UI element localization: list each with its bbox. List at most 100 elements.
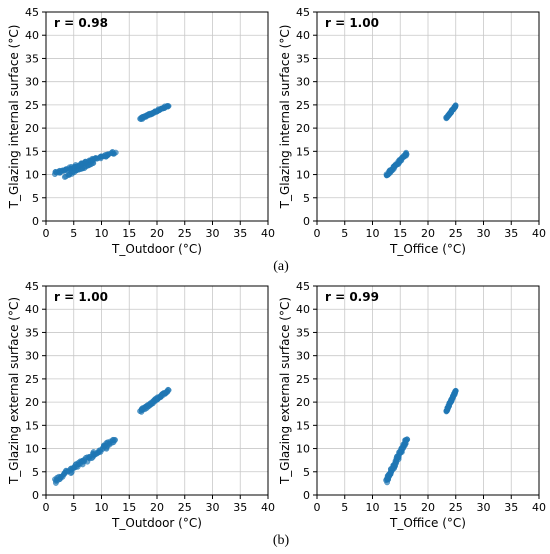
x-tick-label: 0 <box>314 227 321 240</box>
x-tick-label: 20 <box>150 227 164 240</box>
x-tick-label: 5 <box>341 227 348 240</box>
y-tick-label: 30 <box>25 350 39 363</box>
chart-panel-3: 0 5 10 15 20 25 30 35 40 0 5 10 15 20 25 30 35 40 45 T_Outd… <box>7 280 275 530</box>
x-tick-label: 10 <box>95 501 109 514</box>
y-tick-label: 10 <box>25 443 39 456</box>
x-tick-label: 15 <box>122 501 136 514</box>
y-tick-label: 0 <box>32 489 39 502</box>
data-point <box>90 160 97 166</box>
y-tick-label: 0 <box>303 215 310 228</box>
x-tick-label: 25 <box>449 501 463 514</box>
x-tick-label: 30 <box>206 227 220 240</box>
y-tick-label: 15 <box>296 419 310 432</box>
chart-panel-1: 0 5 10 15 20 25 30 35 40 0 5 10 15 20 25 30 35 40 45 T_Outd… <box>7 6 275 256</box>
x-axis-label: T_Outdoor (°C) <box>111 242 202 256</box>
y-tick-label: 45 <box>25 6 39 19</box>
y-axis-label: T_Glazing internal surface (°C) <box>7 25 21 210</box>
x-tick-label: 0 <box>43 227 50 240</box>
x-tick-label: 40 <box>261 501 275 514</box>
x-tick-label: 40 <box>532 501 546 514</box>
y-tick-label: 40 <box>296 303 310 316</box>
x-tick-label: 10 <box>366 501 380 514</box>
x-tick-label: 0 <box>314 501 321 514</box>
y-tick-label: 30 <box>296 350 310 363</box>
caption-a: (a) <box>273 259 289 274</box>
x-tick-label: 10 <box>366 227 380 240</box>
y-tick-label: 5 <box>303 192 310 205</box>
x-tick-label: 15 <box>393 501 407 514</box>
chart-panel-4: 0 5 10 15 20 25 30 35 40 0 5 10 15 20 25 30 35 40 45 T_Offi… <box>278 280 546 530</box>
x-tick-label: 20 <box>150 501 164 514</box>
data-point <box>165 103 172 109</box>
data-point <box>452 388 459 394</box>
data-point <box>403 151 410 158</box>
y-tick-label: 45 <box>25 280 39 293</box>
chart-panel-2: 0 5 10 15 20 25 30 35 40 0 5 10 15 20 25 30 35 40 45 T_Offi… <box>278 6 546 256</box>
y-tick-label: 25 <box>25 99 39 112</box>
data-point <box>165 387 172 393</box>
y-tick-label: 45 <box>296 280 310 293</box>
x-tick-label: 35 <box>504 501 518 514</box>
x-tick-label: 40 <box>532 227 546 240</box>
y-tick-label: 25 <box>25 373 39 386</box>
x-tick-label: 5 <box>70 501 77 514</box>
y-tick-label: 30 <box>296 76 310 89</box>
data-point <box>452 102 459 109</box>
x-tick-label: 20 <box>421 501 435 514</box>
x-tick-label: 15 <box>393 227 407 240</box>
y-tick-label: 40 <box>25 303 39 316</box>
y-tick-label: 10 <box>25 169 39 182</box>
data-point <box>112 149 119 156</box>
y-tick-label: 20 <box>25 122 39 135</box>
y-tick-label: 15 <box>25 419 39 432</box>
y-tick-label: 15 <box>296 145 310 158</box>
x-axis-label: T_Outdoor (°C) <box>111 516 202 530</box>
y-tick-label: 30 <box>25 76 39 89</box>
y-tick-label: 40 <box>296 29 310 42</box>
x-tick-label: 35 <box>233 501 247 514</box>
y-tick-label: 40 <box>25 29 39 42</box>
y-tick-label: 25 <box>296 373 310 386</box>
y-tick-label: 45 <box>296 6 310 19</box>
x-tick-label: 0 <box>43 501 50 514</box>
data-point <box>111 437 118 444</box>
correlation-annotation: r = 1.00 <box>54 290 108 304</box>
y-tick-label: 10 <box>296 169 310 182</box>
y-tick-label: 20 <box>296 396 310 409</box>
x-tick-label: 5 <box>70 227 77 240</box>
y-tick-label: 35 <box>25 52 39 65</box>
y-tick-label: 10 <box>296 443 310 456</box>
y-axis-label: T_Glazing internal surface (°C) <box>278 25 292 210</box>
y-tick-label: 0 <box>303 489 310 502</box>
x-tick-label: 30 <box>477 227 491 240</box>
y-tick-label: 0 <box>32 215 39 228</box>
x-tick-label: 30 <box>206 501 220 514</box>
x-tick-label: 20 <box>421 227 435 240</box>
y-tick-label: 20 <box>25 396 39 409</box>
y-tick-label: 5 <box>32 466 39 479</box>
x-tick-label: 35 <box>504 227 518 240</box>
x-axis-label: T_Office (°C) <box>389 516 466 530</box>
correlation-annotation: r = 1.00 <box>325 16 379 30</box>
x-tick-label: 5 <box>341 501 348 514</box>
y-tick-label: 25 <box>296 99 310 112</box>
x-tick-label: 25 <box>178 501 192 514</box>
correlation-annotation: r = 0.98 <box>54 16 108 30</box>
y-tick-label: 35 <box>296 52 310 65</box>
y-tick-label: 15 <box>25 145 39 158</box>
x-tick-label: 35 <box>233 227 247 240</box>
y-tick-label: 35 <box>25 326 39 339</box>
x-axis-label: T_Office (°C) <box>389 242 466 256</box>
y-axis-label: T_Glazing external surface (°C) <box>278 297 292 485</box>
x-tick-label: 10 <box>95 227 109 240</box>
correlation-annotation: r = 0.99 <box>325 290 379 304</box>
x-tick-label: 30 <box>477 501 491 514</box>
x-tick-label: 25 <box>449 227 463 240</box>
y-axis-label: T_Glazing external surface (°C) <box>7 297 21 485</box>
x-tick-label: 40 <box>261 227 275 240</box>
y-tick-label: 5 <box>303 466 310 479</box>
data-point <box>404 436 411 443</box>
x-tick-label: 25 <box>178 227 192 240</box>
y-tick-label: 35 <box>296 326 310 339</box>
